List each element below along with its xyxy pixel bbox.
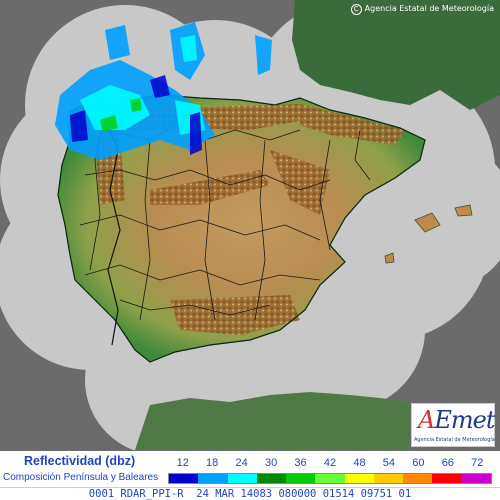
legend-label-72: 72 <box>471 457 484 469</box>
legend-label-36: 36 <box>294 457 307 469</box>
radar-composite-map <box>0 0 500 450</box>
balearic-islands <box>384 204 473 264</box>
legend-swatch-30 <box>256 474 287 483</box>
aemet-logo-subtitle: Agencia Estatal de Meteorología <box>414 437 495 443</box>
legend-label-24: 24 <box>235 457 248 469</box>
legend-swatch-60 <box>403 474 433 483</box>
reflectivity-legend: Reflectividad (dbz) Composición Penínsul… <box>0 451 500 487</box>
copyright-icon: C <box>350 4 362 15</box>
aemet-logo: AEmet Agencia Estatal de Meteorología <box>411 403 495 447</box>
precipitation-echoes <box>55 22 272 160</box>
legend-label-66: 66 <box>441 457 454 469</box>
legend-title: Reflectividad (dbz) <box>24 454 136 468</box>
legend-swatch-18 <box>198 474 228 483</box>
legend-swatch-72 <box>461 474 491 483</box>
legend-swatch-36 <box>286 474 316 483</box>
legend-swatch-54 <box>373 474 404 483</box>
legend-label-42: 42 <box>323 457 337 469</box>
legend-label-18: 18 <box>206 457 219 469</box>
aemet-logo-word: AEmet <box>418 406 495 434</box>
status-line: 0001 RDAR_PPI-R 24 MAR 14083 080000 0151… <box>0 487 500 500</box>
copyright-text: Agencia Estatal de Meteorología <box>364 4 494 13</box>
legend-swatch-42 <box>315 474 345 483</box>
legend-label-60: 60 <box>412 457 425 469</box>
legend-labels: 12 18 24 30 36 42 48 54 60 66 72 <box>168 457 492 471</box>
mountain-relief <box>95 104 405 335</box>
coastline <box>57 94 426 363</box>
north-africa-land <box>135 392 410 450</box>
legend-label-54: 54 <box>382 457 396 469</box>
copyright-notice: C Agencia Estatal de Meteorología <box>350 4 494 15</box>
legend-subtitle: Composición Península y Baleares <box>3 472 159 483</box>
legend-swatch-48 <box>344 474 374 483</box>
legend-label-48: 48 <box>353 457 366 469</box>
legend-swatch-24 <box>227 474 257 483</box>
legend-swatch-12 <box>169 474 199 483</box>
legend-label-12: 12 <box>176 457 189 469</box>
legend-label-30: 30 <box>264 457 278 469</box>
france-land <box>292 0 500 110</box>
legend-color-scale <box>168 473 492 484</box>
legend-swatch-66 <box>432 474 462 483</box>
